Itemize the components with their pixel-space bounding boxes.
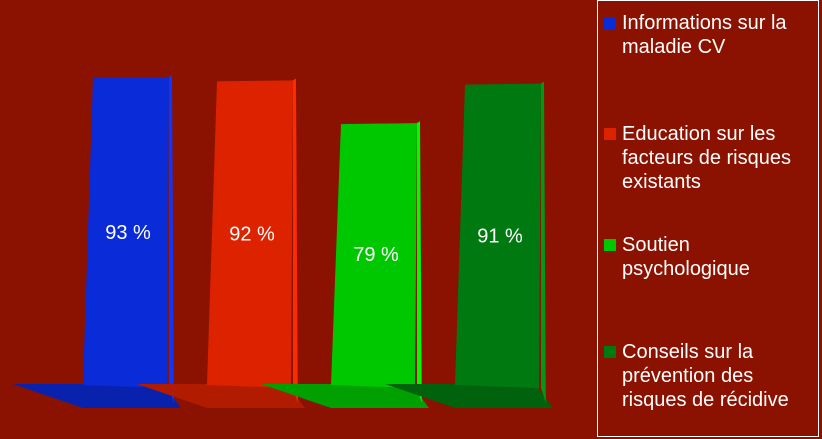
bar-floor-3 (261, 384, 429, 408)
bar-2: 92 % (137, 78, 305, 408)
data-label-2: 92 % (229, 224, 275, 246)
bar-side-4 (541, 81, 546, 404)
legend: Informations sur la maladie CV Education… (597, 0, 819, 437)
data-label-4: 91 % (477, 225, 523, 247)
legend-label-2: Education sur les facteurs de risques ex… (622, 123, 791, 193)
legend-swatch-3 (604, 239, 616, 251)
bar-front-3 (331, 123, 417, 388)
bar-floor-1 (13, 384, 181, 408)
bar-floor-4 (385, 384, 553, 408)
data-label-3: 79 % (353, 244, 399, 266)
data-label-1: 93 % (105, 222, 151, 244)
bar-4: 91 % (385, 81, 553, 408)
bars-group: 93 % 92 % 79 % 91 % (13, 75, 553, 408)
bar-side-3 (417, 121, 422, 403)
bar-front-1 (83, 77, 169, 388)
bar-side-1 (169, 75, 174, 403)
bar-front-4 (455, 83, 541, 389)
bar-1: 93 % (13, 75, 181, 408)
bar-front-2 (207, 80, 293, 388)
bar-3: 79 % (261, 121, 429, 408)
bar-floor-2 (137, 384, 305, 408)
legend-swatch-2 (604, 128, 616, 140)
bar-side-2 (293, 78, 298, 403)
legend-label-1: Informations sur la maladie CV (622, 12, 787, 58)
legend-label-4: Conseils sur la prévention des risques d… (622, 341, 789, 411)
legend-swatch-1 (604, 17, 616, 29)
legend-label-3: Soutien psychologique (622, 234, 750, 280)
legend-swatch-4 (604, 346, 616, 358)
